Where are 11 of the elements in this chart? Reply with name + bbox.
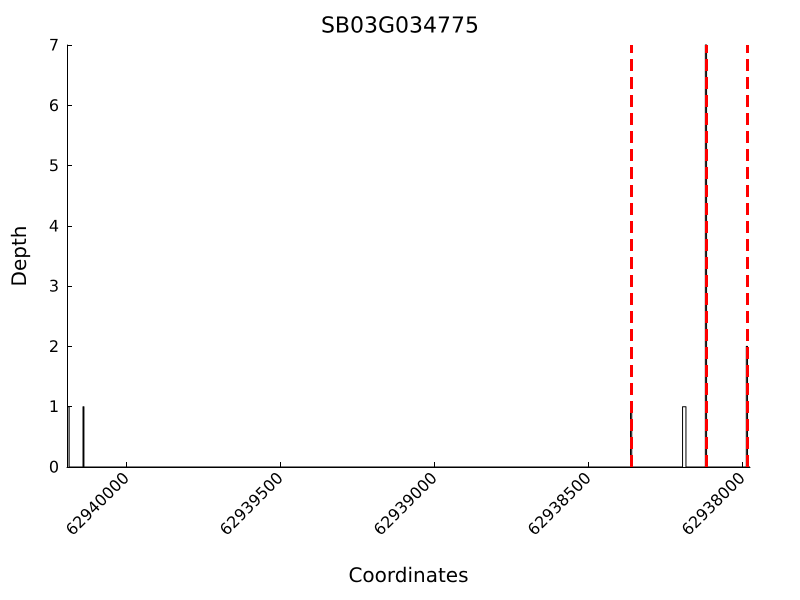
y-tick-label: 7 — [48, 36, 59, 54]
chart-title: SB03G034775 — [320, 14, 480, 38]
y-axis-title: Depth — [7, 226, 31, 286]
y-tick-label: 2 — [48, 336, 59, 356]
y-tick-label: 6 — [48, 96, 59, 115]
y-tick-label: 3 — [48, 276, 59, 296]
y-tick-label: 4 — [48, 216, 59, 236]
y-tick-label: 1 — [48, 397, 59, 416]
y-tick-label: 0 — [48, 458, 59, 476]
y-tick-label: 5 — [48, 156, 59, 176]
x-axis-title: Coordinates — [348, 563, 469, 587]
